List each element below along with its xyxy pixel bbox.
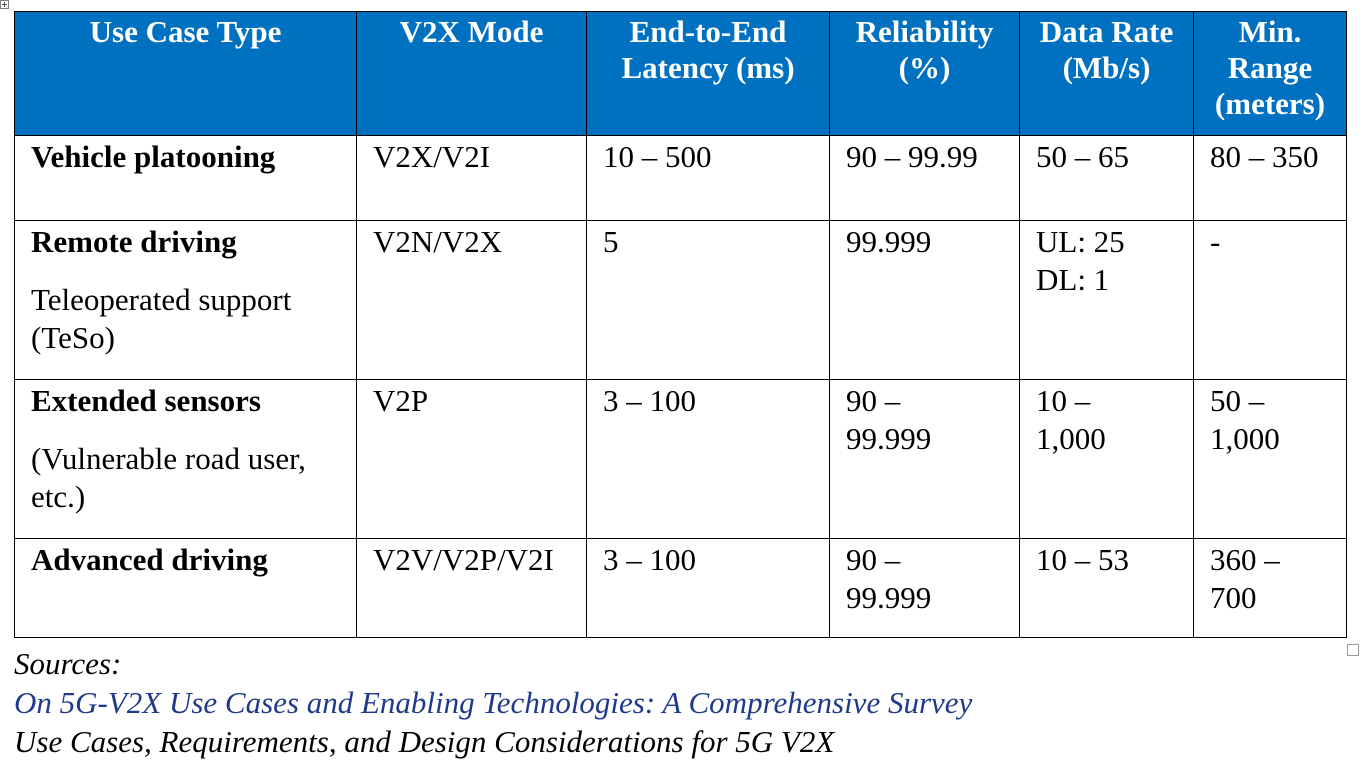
data-rate-cell: UL: 25 DL: 1 <box>1019 220 1194 380</box>
reliability-cell: 90 – 99.999 <box>829 538 1020 638</box>
header-v2x-mode: V2X Mode <box>356 11 587 136</box>
header-use-case-type: Use Case Type <box>14 11 357 136</box>
header-reliability: Reliability (%) <box>829 11 1020 136</box>
use-case-cell: Advanced driving <box>14 538 357 638</box>
header-min-range: Min. Range (meters) <box>1193 11 1347 136</box>
use-case-cell: Vehicle platooning <box>14 135 357 221</box>
use-case-title: Remote driving <box>31 224 237 259</box>
mode-cell: V2N/V2X <box>356 220 587 380</box>
latency-cell: 3 – 100 <box>586 538 830 638</box>
range-cell: 80 – 350 <box>1193 135 1347 221</box>
use-case-cell: Extended sensors (Vulnerable road user, … <box>14 379 357 539</box>
latency-cell: 5 <box>586 220 830 380</box>
mode-cell: V2X/V2I <box>356 135 587 221</box>
data-rate-uplink: UL: 25 <box>1036 224 1125 259</box>
header-latency: End-to-End Latency (ms) <box>586 11 830 136</box>
header-data-rate: Data Rate (Mb/s) <box>1019 11 1194 136</box>
use-case-title: Vehicle platooning <box>31 139 276 174</box>
reliability-cell: 90 – 99.99 <box>829 135 1020 221</box>
mode-cell: V2V/V2P/V2I <box>356 538 587 638</box>
table-header-row: Use Case Type V2X Mode End-to-End Latenc… <box>14 11 1347 136</box>
table-row: Vehicle platooning V2X/V2I 10 – 500 90 –… <box>14 135 1347 221</box>
v2x-requirements-table: Use Case Type V2X Mode End-to-End Latenc… <box>14 11 1347 638</box>
source-link-survey[interactable]: On 5G-V2X Use Cases and Enabling Technol… <box>14 685 973 720</box>
data-rate-cell: 10 – 53 <box>1019 538 1194 638</box>
use-case-subtitle: Teleoperated support (TeSo) <box>31 282 292 355</box>
reliability-cell: 99.999 <box>829 220 1020 380</box>
table-row: Advanced driving V2V/V2P/V2I 3 – 100 90 … <box>14 538 1347 638</box>
latency-cell: 3 – 100 <box>586 379 830 539</box>
data-rate-downlink: DL: 1 <box>1036 262 1110 297</box>
data-rate-cell: 10 – 1,000 <box>1019 379 1194 539</box>
table-move-handle-icon[interactable] <box>0 0 9 9</box>
table-row: Remote driving Teleoperated support (TeS… <box>14 220 1347 380</box>
reliability-value: 90 – 99.999 <box>846 383 932 456</box>
data-rate-line: 10 – 1,000 <box>1036 383 1106 456</box>
sources-label: Sources: <box>14 646 122 681</box>
data-rate-cell: 50 – 65 <box>1019 135 1194 221</box>
use-case-subtitle: (Vulnerable road user, etc.) <box>31 441 306 514</box>
mode-cell: V2P <box>356 379 587 539</box>
use-case-title: Advanced driving <box>31 542 268 577</box>
range-value: 360 – 700 <box>1210 542 1280 615</box>
range-value: 50 – 1,000 <box>1210 383 1280 456</box>
table-resize-handle-icon[interactable] <box>1347 644 1359 656</box>
range-cell: - <box>1193 220 1347 380</box>
reliability-value: 90 – 99.999 <box>846 542 932 615</box>
table-row: Extended sensors (Vulnerable road user, … <box>14 379 1347 539</box>
reliability-cell: 90 – 99.999 <box>829 379 1020 539</box>
source-link-requirements[interactable]: Use Cases, Requirements, and Design Cons… <box>14 724 835 759</box>
latency-cell: 10 – 500 <box>586 135 830 221</box>
use-case-cell: Remote driving Teleoperated support (TeS… <box>14 220 357 380</box>
data-rate-line: 10 – 53 <box>1036 542 1129 577</box>
use-case-title: Extended sensors <box>31 383 261 418</box>
range-cell: 360 – 700 <box>1193 538 1347 638</box>
data-rate-line: 50 – 65 <box>1036 139 1129 174</box>
sources-block: Sources: On 5G-V2X Use Cases and Enablin… <box>14 644 972 761</box>
range-cell: 50 – 1,000 <box>1193 379 1347 539</box>
